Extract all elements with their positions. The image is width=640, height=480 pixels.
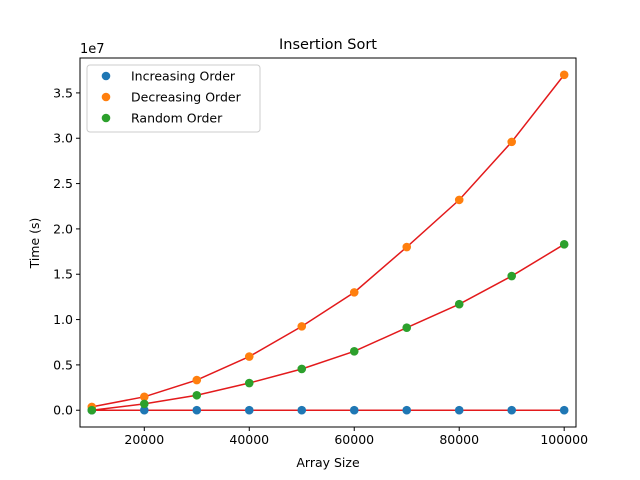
point-series-2: [192, 390, 202, 400]
legend-marker: [101, 71, 111, 81]
point-series-1: [244, 352, 254, 361]
point-series-0: [192, 405, 202, 415]
legend-label: Increasing Order: [131, 69, 236, 84]
x-tick-label: 40000: [229, 432, 269, 447]
y-tick-label: 3.0: [53, 131, 73, 146]
y-tick-label: 1.0: [53, 312, 73, 327]
point-series-1: [454, 195, 464, 205]
point-series-1: [507, 137, 517, 147]
point-series-2: [244, 378, 254, 388]
point-series-0: [559, 405, 569, 415]
point-series-1: [349, 288, 359, 297]
point-series-0: [349, 405, 359, 415]
legend-box: [86, 64, 261, 133]
point-series-0: [139, 405, 149, 415]
point-series-2: [297, 364, 307, 374]
y-tick-label: 3.5: [53, 85, 73, 100]
point-series-2: [87, 405, 97, 415]
point-series-1: [192, 375, 202, 385]
point-series-1: [139, 392, 149, 402]
point-series-2: [402, 323, 412, 333]
point-series-0: [297, 405, 307, 415]
x-tick-label: 80000: [439, 432, 479, 447]
y-tick-label: 0.5: [53, 357, 73, 372]
y-axis-label: Time (s): [27, 218, 42, 270]
point-series-2: [139, 399, 149, 409]
data-points: [87, 70, 569, 415]
legend-marker: [101, 92, 111, 102]
fit-lines: [91, 74, 565, 411]
x-tick-label: 60000: [334, 432, 374, 447]
chart-title: Insertion Sort: [279, 37, 377, 53]
legend: Increasing Order Decreasing Order Random O…: [86, 64, 261, 133]
x-axis-label: Array Size: [296, 455, 360, 470]
point-series-0: [244, 405, 254, 415]
y-offset-label: 1e7: [80, 42, 105, 57]
point-series-0: [454, 405, 464, 415]
point-series-1: [297, 322, 307, 331]
x-tick-label: 100000: [540, 432, 588, 447]
axis-ticks: 20000 40000 60000 80000 100000 0.0 0.5 1.0 1.5 2.…: [53, 85, 588, 447]
y-tick-label: 2.5: [53, 176, 73, 191]
point-series-2: [349, 346, 359, 356]
point-series-0: [402, 405, 412, 415]
y-tick-label: 0.0: [53, 403, 73, 418]
fit-line-1: [91, 74, 565, 408]
legend-marker: [101, 113, 111, 123]
x-tick-label: 20000: [124, 432, 164, 447]
legend-label: Random Order: [131, 111, 223, 126]
legend-label: Decreasing Order: [131, 90, 242, 105]
y-tick-label: 2.0: [53, 221, 73, 236]
point-series-0: [507, 405, 517, 415]
plot-frame: [79, 57, 577, 428]
fit-line-2: [91, 243, 565, 411]
point-series-1: [559, 70, 569, 80]
point-series-1: [402, 242, 412, 252]
y-tick-label: 1.5: [53, 267, 73, 282]
point-series-2: [507, 271, 517, 281]
point-series-2: [559, 240, 569, 249]
point-series-2: [454, 299, 464, 309]
